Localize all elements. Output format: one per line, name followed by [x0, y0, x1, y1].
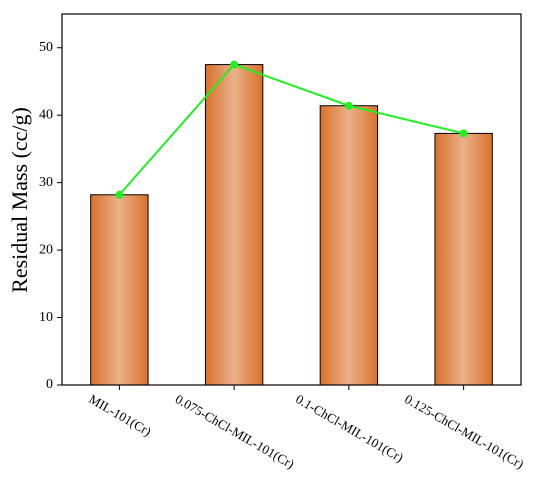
- line-point: [115, 190, 124, 199]
- bar: [90, 194, 149, 386]
- line: [118, 63, 464, 196]
- line-point: [230, 60, 239, 69]
- y-tick-label: 30: [39, 175, 53, 190]
- x-tick-label: 0.075-ChCl-MIL-101(Cr): [173, 391, 297, 471]
- line-point: [459, 129, 468, 138]
- x-tick-label: 0.125-ChCl-MIL-101(Cr): [402, 391, 526, 471]
- bar: [204, 64, 264, 386]
- y-tick-label: 40: [39, 107, 53, 122]
- plot-frame: [61, 13, 522, 386]
- bar: [319, 105, 379, 386]
- x-tick-label: MIL-101(Cr): [86, 391, 154, 439]
- x-tick-label: 0.1-ChCl-MIL-101(Cr): [293, 391, 406, 465]
- bar: [434, 132, 493, 386]
- line-point: [344, 101, 353, 110]
- y-tick-label: 50: [39, 40, 53, 55]
- y-tick-label: 20: [39, 242, 53, 257]
- y-axis-title: Residual Mass (cc/g): [7, 107, 32, 293]
- y-tick-label: 0: [46, 377, 53, 392]
- y-tick-label: 10: [39, 310, 53, 325]
